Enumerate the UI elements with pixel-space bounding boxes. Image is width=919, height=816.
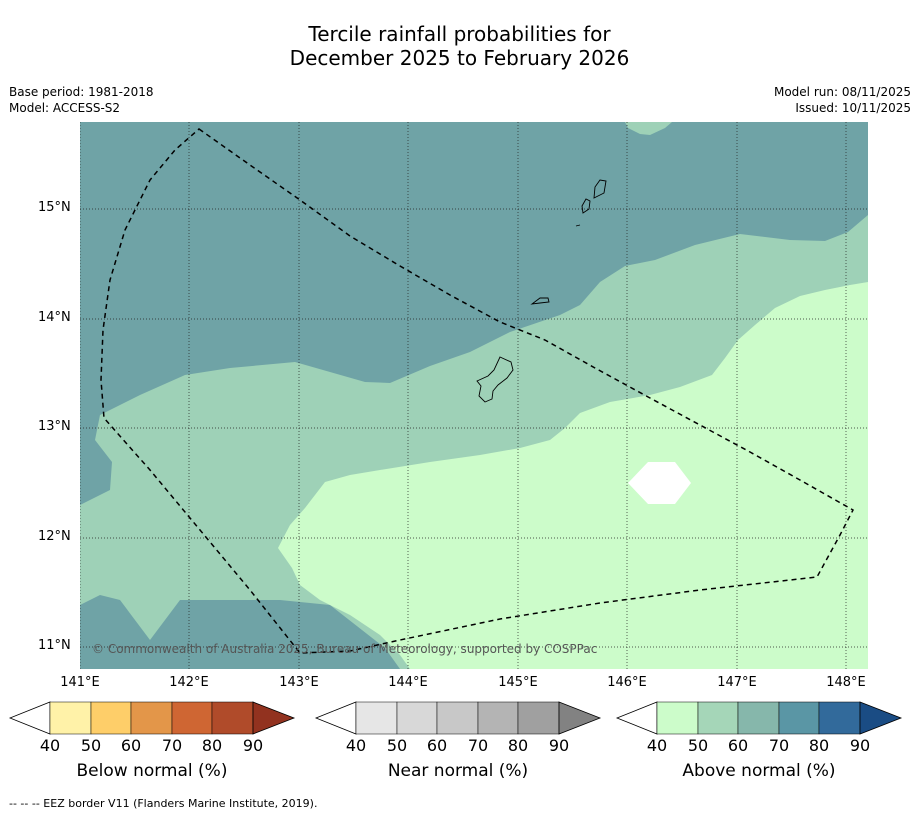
below-tick-50: 50 xyxy=(80,736,102,755)
colorbar-near xyxy=(314,701,602,735)
near-tick-80: 80 xyxy=(507,736,529,755)
issued-date: Issued: 10/11/2025 xyxy=(795,101,911,115)
below-tick-90: 90 xyxy=(242,736,264,755)
map-title: Tercile rainfall probabilities for Decem… xyxy=(0,22,919,70)
lon-label-141e: 141°E xyxy=(60,675,100,690)
lon-label-144e: 144°E xyxy=(388,675,428,690)
island-guam xyxy=(476,356,514,403)
model-name: Model: ACCESS-S2 xyxy=(9,101,121,115)
above-tick-50: 50 xyxy=(687,736,709,755)
colorbar-above xyxy=(615,701,903,735)
below-tick-40: 40 xyxy=(39,736,61,755)
near-tick-60: 60 xyxy=(426,736,448,755)
colorbar-below xyxy=(8,701,296,735)
near-tick-40: 40 xyxy=(345,736,367,755)
region-above-50-top xyxy=(625,122,672,135)
island-saipan xyxy=(593,179,607,199)
graticule xyxy=(80,122,868,669)
title-line-1: Tercile rainfall probabilities for xyxy=(308,22,611,46)
above-tick-80: 80 xyxy=(808,736,830,755)
lon-label-145e: 145°E xyxy=(498,675,538,690)
below-tick-60: 60 xyxy=(120,736,142,755)
eez-legend-footnote: -- -- -- EEZ border V11 (Flanders Marine… xyxy=(9,797,318,810)
below-tick-70: 70 xyxy=(161,736,183,755)
above-tick-90: 90 xyxy=(849,736,871,755)
region-above-40 xyxy=(278,282,868,669)
lon-label-146e: 146°E xyxy=(607,675,647,690)
lat-label-12n: 12°N xyxy=(38,529,71,544)
above-tick-60: 60 xyxy=(727,736,749,755)
lat-label-13n: 13°N xyxy=(38,419,71,434)
island-tinian xyxy=(581,198,591,214)
meta-right: Model run: 08/11/2025 Issued: 10/11/2025 xyxy=(774,84,911,116)
below-tick-80: 80 xyxy=(201,736,223,755)
above-tick-70: 70 xyxy=(768,736,790,755)
lat-label-14n: 14°N xyxy=(38,310,71,325)
lon-label-147e: 147°E xyxy=(717,675,757,690)
lat-label-15n: 15°N xyxy=(38,200,71,215)
lon-label-143e: 143°E xyxy=(279,675,319,690)
above-tick-40: 40 xyxy=(646,736,668,755)
meta-left: Base period: 1981-2018 Model: ACCESS-S2 xyxy=(9,84,154,116)
lon-label-148e: 148°E xyxy=(826,675,866,690)
near-tick-50: 50 xyxy=(386,736,408,755)
near-normal-label: Near normal (%) xyxy=(387,761,529,781)
island-aguijan xyxy=(575,224,581,227)
title-line-2: December 2025 to February 2026 xyxy=(289,46,630,70)
near-tick-70: 70 xyxy=(467,736,489,755)
lat-label-11n: 11°N xyxy=(38,638,71,653)
lon-label-142e: 142°E xyxy=(169,675,209,690)
above-normal-label: Above normal (%) xyxy=(682,761,836,781)
base-period: Base period: 1981-2018 xyxy=(9,85,154,99)
islands xyxy=(476,179,607,403)
near-tick-90: 90 xyxy=(548,736,570,755)
island-rota xyxy=(530,297,550,305)
copyright-text: © Commonwealth of Australia 2025, Bureau… xyxy=(92,642,597,656)
below-normal-label: Below normal (%) xyxy=(76,761,228,781)
model-run: Model run: 08/11/2025 xyxy=(773,85,911,99)
region-no-signal xyxy=(628,462,691,504)
